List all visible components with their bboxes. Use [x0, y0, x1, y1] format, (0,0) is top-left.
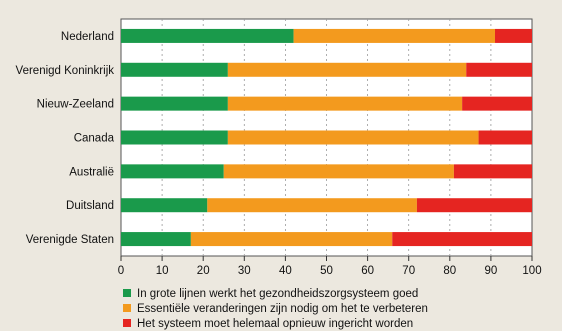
legend-label: In grote lijnen werkt het gezondheidszor…	[137, 288, 418, 300]
x-tick-label: 0	[118, 265, 124, 277]
x-tick-label: 40	[279, 265, 292, 277]
bar-3-canada	[478, 130, 532, 145]
category-label: Nederland	[61, 31, 114, 43]
category-labels: Nederland Verenigd Koninkrijk Nieuw-Zeelan…	[16, 31, 115, 246]
bar-1-nederland	[121, 28, 294, 43]
legend-swatch	[123, 289, 131, 297]
x-tick-label: 10	[156, 265, 169, 277]
bar-1-verenigd-koninkrijk	[121, 62, 228, 77]
bar-1-verenigde-staten	[121, 232, 191, 247]
bar-2-canada	[227, 130, 479, 145]
legend-swatch	[123, 304, 131, 312]
bars	[121, 28, 532, 247]
bar-1-duitsland	[121, 198, 208, 213]
category-label: Australië	[69, 166, 114, 178]
legend: In grote lijnen werkt het gezondheidszor…	[123, 288, 428, 330]
bar-3-duitsland	[416, 198, 532, 213]
x-tick-label: 50	[320, 265, 333, 277]
bar-3-verenigde-staten	[392, 232, 532, 247]
bar-1-australi-	[121, 164, 224, 179]
legend-label: Het systeem moet helemaal opnieuw ingeri…	[137, 318, 413, 330]
x-tick-label: 20	[197, 265, 210, 277]
x-tick-label: 60	[361, 265, 374, 277]
x-tick-label: 30	[238, 265, 251, 277]
bar-2-nieuw-zeeland	[227, 96, 463, 111]
legend-label: Essentiële veranderingen zijn nodig om h…	[137, 303, 428, 315]
x-tick-label: 100	[522, 265, 541, 277]
bar-1-nieuw-zeeland	[121, 96, 228, 111]
x-tick-label: 90	[485, 265, 498, 277]
bar-3-nederland	[495, 28, 532, 43]
x-tick-label: 80	[443, 265, 456, 277]
category-label: Duitsland	[66, 200, 114, 212]
category-label: Nieuw-Zeeland	[37, 99, 114, 111]
category-label: Canada	[74, 133, 115, 145]
category-label: Verenigde Staten	[26, 234, 114, 246]
bar-2-verenigd-koninkrijk	[227, 62, 467, 77]
legend-swatch	[123, 319, 131, 327]
bar-2-nederland	[293, 28, 496, 43]
category-label: Verenigd Koninkrijk	[16, 65, 115, 77]
bar-1-canada	[121, 130, 228, 145]
bar-3-nieuw-zeeland	[462, 96, 532, 111]
x-tick-label: 70	[402, 265, 415, 277]
bar-2-australi-	[223, 164, 454, 179]
x-axis-ticks: 0 10 20 30 40 50 60 70 80 90 100	[118, 256, 542, 277]
bar-3-verenigd-koninkrijk	[466, 62, 532, 77]
bar-3-australi-	[453, 164, 532, 179]
bar-2-duitsland	[207, 198, 417, 213]
bar-2-verenigde-staten	[190, 232, 393, 247]
